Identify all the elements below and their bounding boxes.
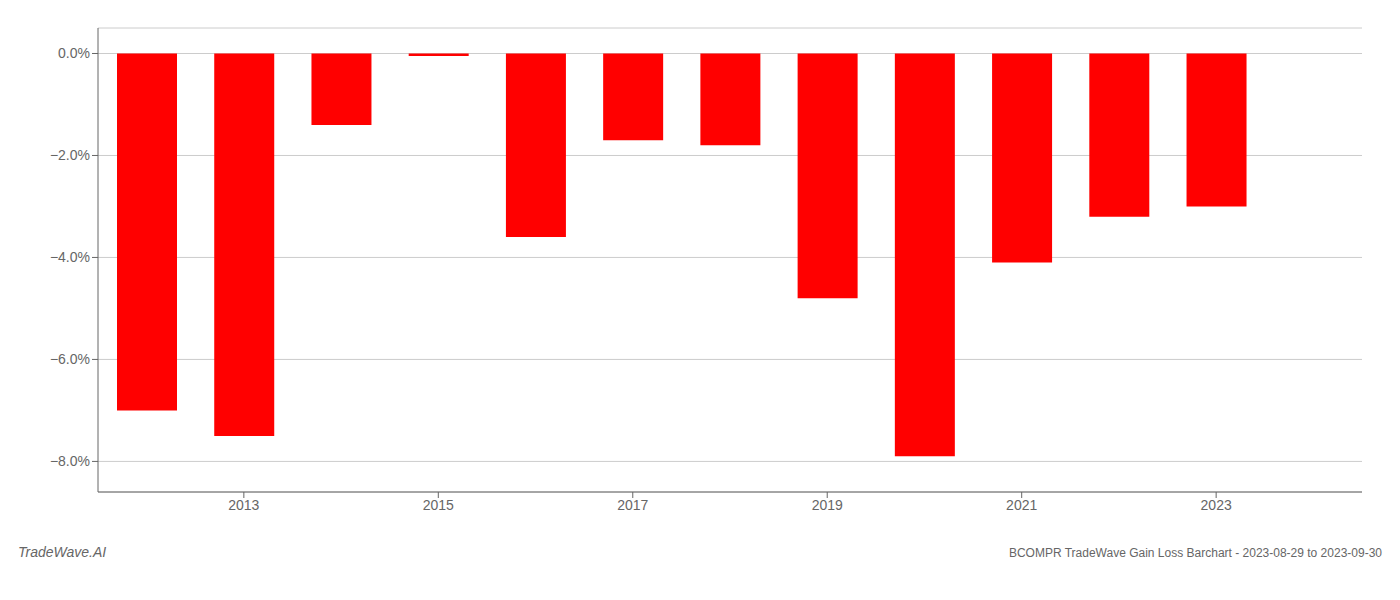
svg-text:2023: 2023	[1201, 497, 1232, 513]
svg-text:2021: 2021	[1006, 497, 1037, 513]
svg-text:−8.0%: −8.0%	[50, 453, 90, 469]
svg-text:2015: 2015	[423, 497, 454, 513]
svg-text:−6.0%: −6.0%	[50, 351, 90, 367]
svg-text:2013: 2013	[228, 497, 259, 513]
svg-text:2017: 2017	[617, 497, 648, 513]
html-text:TradeWave.AI: TradeWave.AI	[18, 544, 107, 560]
html-text:BCOMPR TradeWave Gain Loss Bar: BCOMPR TradeWave Gain Loss Barchart - 20…	[1008, 546, 1382, 560]
svg-text:−2.0%: −2.0%	[50, 147, 90, 163]
svg-text:2019: 2019	[812, 497, 843, 513]
svg-text:0.0%: 0.0%	[58, 45, 90, 61]
svg-text:−4.0%: −4.0%	[50, 249, 90, 265]
